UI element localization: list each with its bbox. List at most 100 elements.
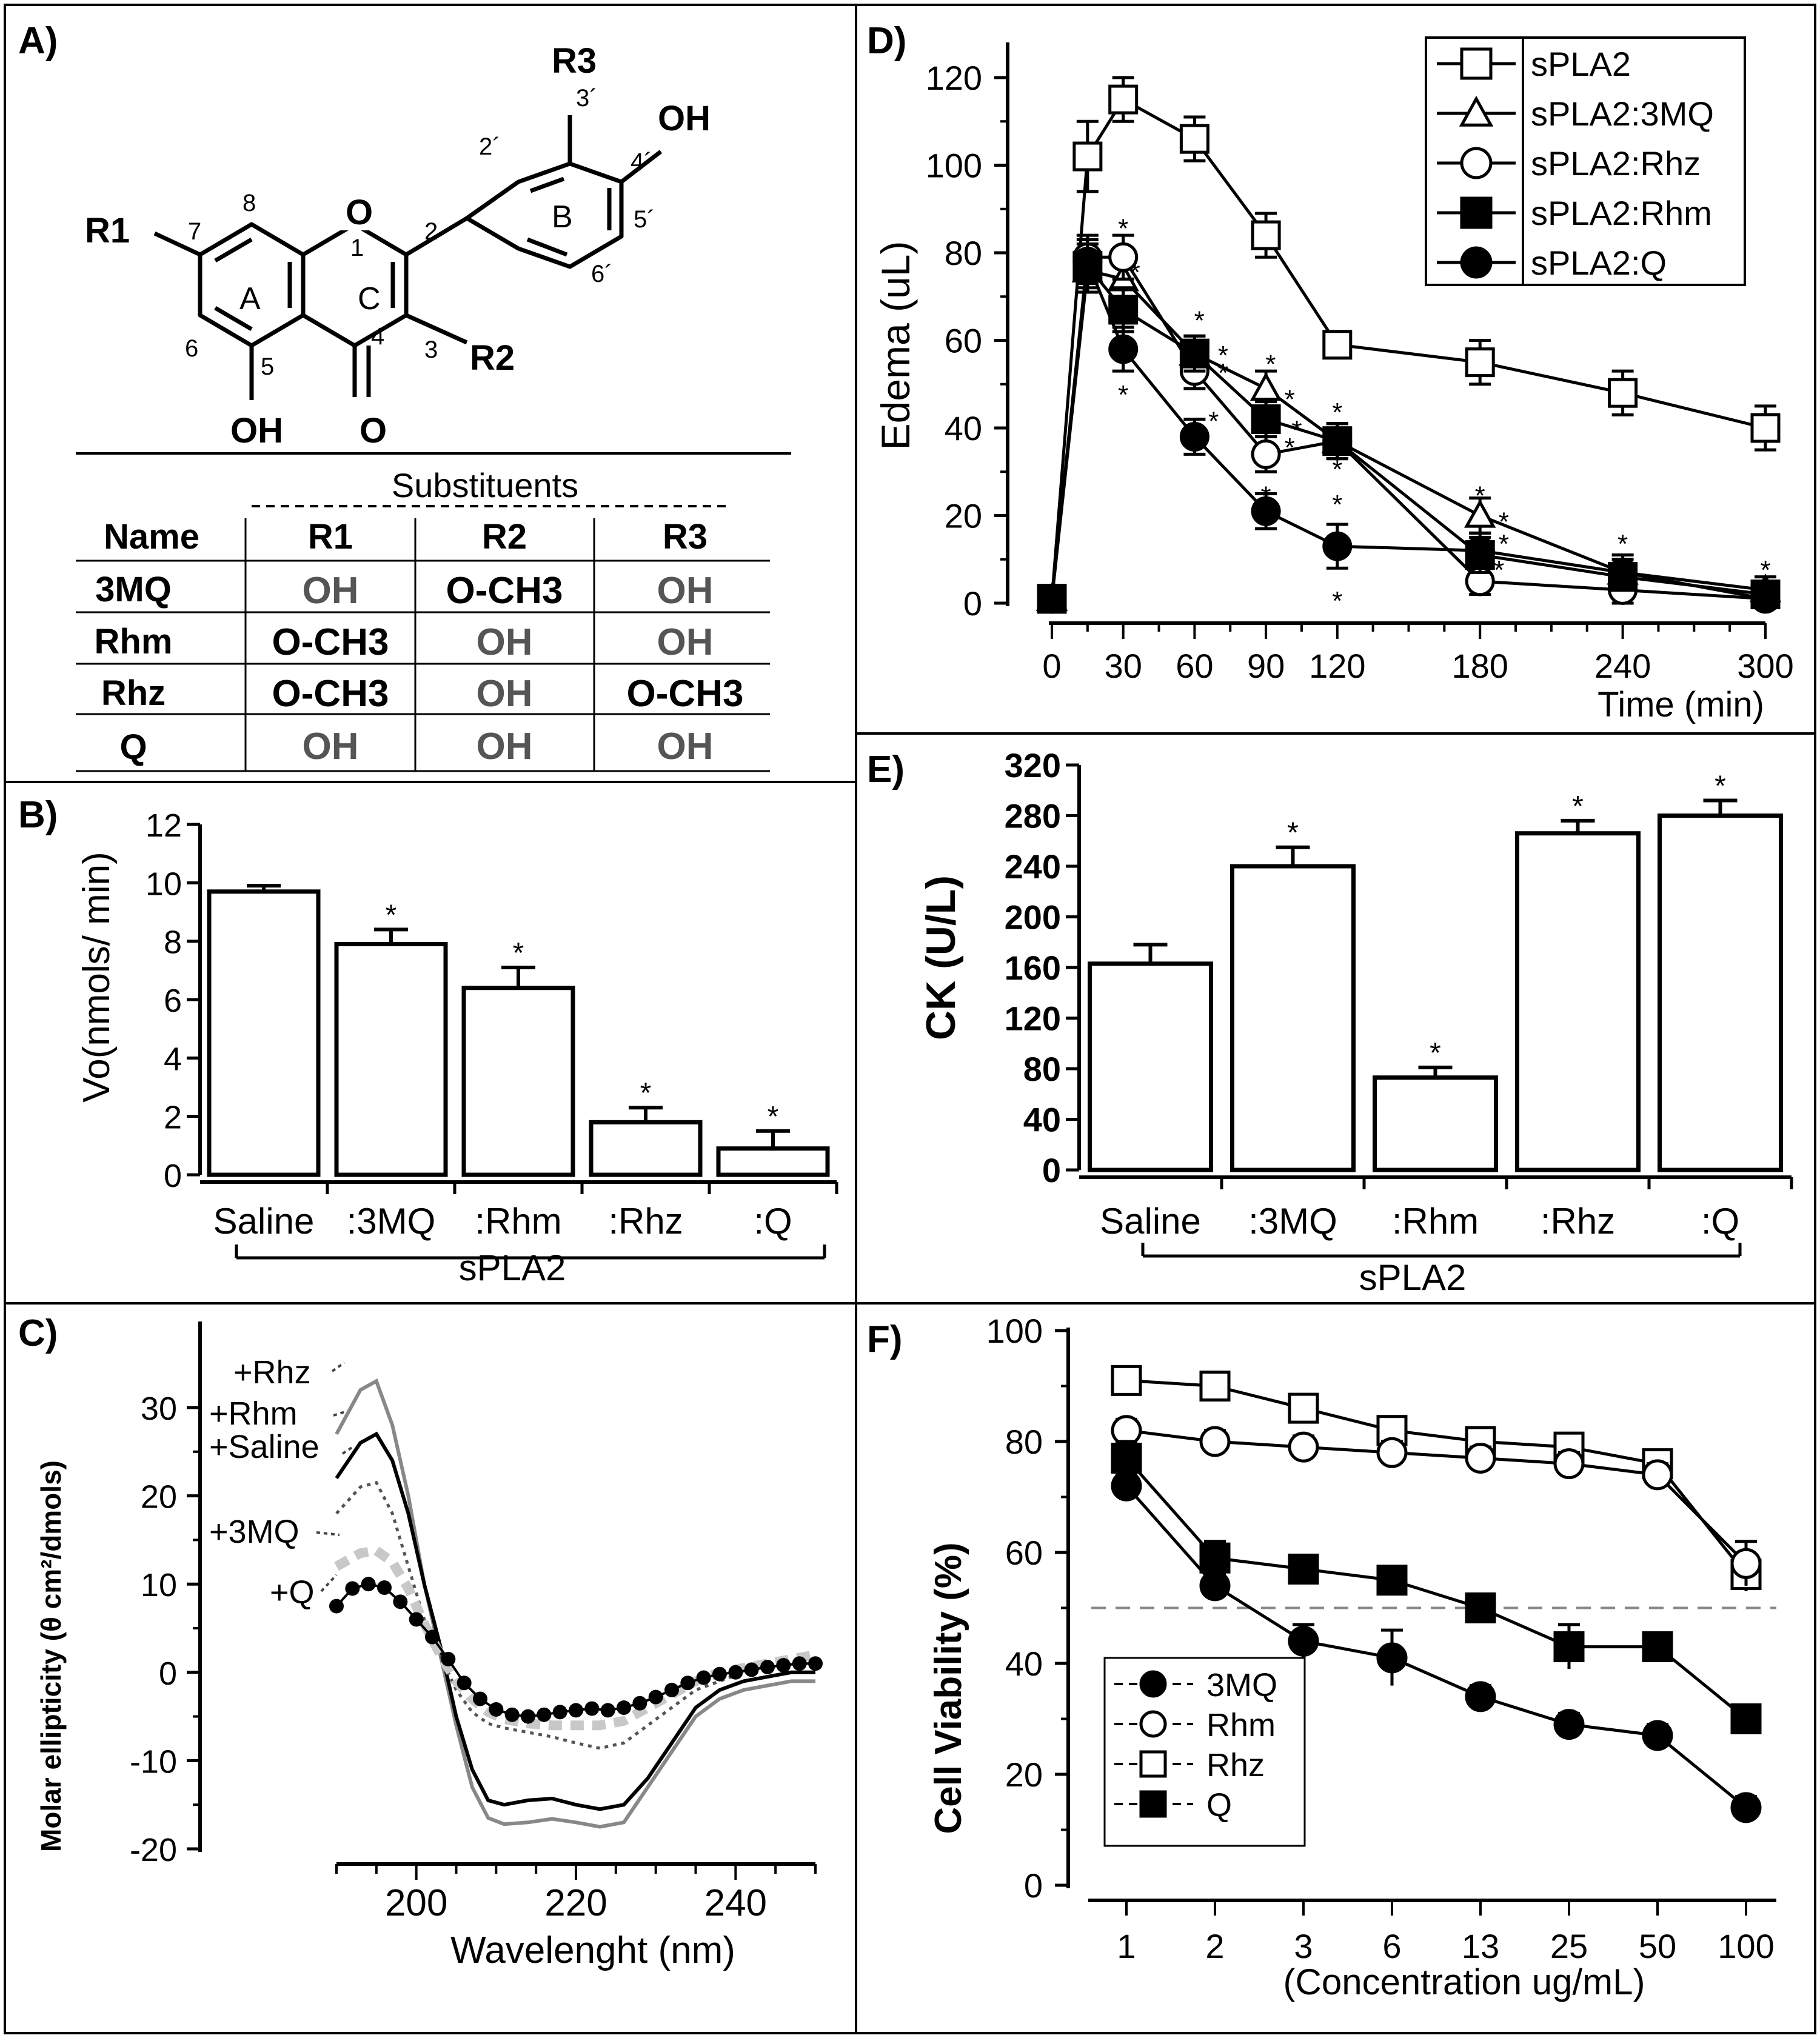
panel-f-series-q-point bbox=[1288, 1553, 1319, 1585]
panel-d-series-spla2-point bbox=[1251, 220, 1281, 250]
panel-c-ytick-label: 30 bbox=[141, 1391, 177, 1427]
num-3p: 3´ bbox=[576, 85, 598, 112]
panel-f-series-rhz-point bbox=[1288, 1392, 1319, 1424]
panel-d-series-spla2-rhm-point bbox=[1322, 426, 1353, 456]
panel-d-xlabel: Time (min) bbox=[1598, 685, 1764, 724]
row-q-r2: OH bbox=[477, 726, 533, 767]
panel-d-series-spla2-point bbox=[1750, 413, 1781, 443]
panel-c-xtick-label: 200 bbox=[385, 1882, 447, 1924]
panel-e: E) CK (U/L) sPLA2 0 40 80 120 160 200 240 280 32… bbox=[867, 746, 1793, 1298]
panel-c-xtick-label: 240 bbox=[704, 1882, 767, 1924]
panel-d-series-spla2-point bbox=[1322, 330, 1353, 360]
panel-c-series-q-point bbox=[600, 1703, 615, 1718]
panel-c-ytick-label: 20 bbox=[141, 1479, 177, 1515]
panel-f-ytick-label: 40 bbox=[1005, 1645, 1043, 1683]
panel-d-significance: * bbox=[1494, 555, 1504, 585]
num-2p: 2´ bbox=[479, 133, 501, 160]
panel-f-series-q-point bbox=[1642, 1631, 1673, 1663]
panel-f: F) Cell Viability (%) (Concentration ug/… bbox=[867, 1312, 1776, 2002]
panel-f-xtick-label: 13 bbox=[1462, 1927, 1499, 1965]
panel-c-series-q-point bbox=[425, 1629, 440, 1645]
panel-e-ytick-label: 0 bbox=[1042, 1151, 1061, 1189]
panel-c-series-q-point bbox=[504, 1707, 520, 1722]
panel-c-label-saline-leader bbox=[341, 1445, 356, 1455]
panel-e-category-label: :Q bbox=[1701, 1201, 1739, 1241]
panel-f-ytick-label: 20 bbox=[1005, 1756, 1043, 1794]
panel-b-significance: * bbox=[386, 899, 397, 931]
panel-d-series-spla2-point bbox=[1179, 124, 1209, 154]
panel-d-significance: * bbox=[1194, 306, 1205, 335]
panel-f-series-3mq-point bbox=[1642, 1720, 1673, 1751]
panel-d-series-spla2-point bbox=[1465, 347, 1495, 378]
panel-f-series-3mq-point bbox=[1730, 1792, 1762, 1823]
row-3mq-r2: O-CH3 bbox=[446, 570, 563, 612]
panel-c-series-q-point bbox=[329, 1599, 344, 1614]
panel-f-xtick-label: 6 bbox=[1382, 1927, 1401, 1965]
panel-b-bar bbox=[589, 1120, 703, 1177]
row-3mq-r1: OH bbox=[303, 570, 359, 612]
panel-c-series-q-point bbox=[648, 1689, 663, 1705]
panel-c-series-q-point bbox=[521, 1709, 535, 1724]
panel-f-series-3mq-point bbox=[1111, 1470, 1142, 1502]
panel-d-series-spla2-q-point bbox=[1037, 584, 1067, 614]
col-r3: R3 bbox=[663, 517, 708, 556]
row-rhz-name: Rhz bbox=[101, 673, 166, 713]
panel-e-significance: * bbox=[1715, 770, 1726, 802]
panel-f-series-rhm-point bbox=[1465, 1442, 1496, 1474]
panel-d-series-spla2-q-point bbox=[1251, 496, 1281, 526]
row-q-r3: OH bbox=[657, 726, 714, 767]
panel-c-label-rhz: +Rhz bbox=[233, 1354, 311, 1391]
panel-f-xlabel: (Concentration ug/mL) bbox=[1283, 1962, 1645, 2002]
panel-e-ytick-label: 80 bbox=[1023, 1050, 1061, 1088]
panel-d-series-spla2-q-point bbox=[1750, 584, 1781, 614]
panel-c-series-q-point bbox=[409, 1612, 424, 1627]
panel-e-ytick-label: 320 bbox=[1005, 746, 1061, 784]
panel-f-series-rhz-point bbox=[1111, 1365, 1142, 1396]
panel-e-bar bbox=[1658, 814, 1783, 1172]
panel-f-legend-box bbox=[1103, 1657, 1306, 1847]
panel-f-legend-rhm-marker bbox=[1139, 1710, 1167, 1738]
num-1: 1 bbox=[350, 235, 364, 261]
panel-e-category-label: :Rhz bbox=[1541, 1201, 1615, 1241]
panel-c-xtick-label: 220 bbox=[544, 1882, 607, 1924]
panel-b-category-label: :Q bbox=[754, 1201, 792, 1241]
panel-e-category-label: :Rhm bbox=[1392, 1201, 1479, 1241]
panel-c-series-q-point bbox=[537, 1707, 552, 1722]
panel-d-series-spla2-q-point bbox=[1608, 557, 1638, 587]
panel-b-significance: * bbox=[768, 1101, 779, 1133]
row-rhm-name: Rhm bbox=[95, 622, 173, 661]
panel-f-xtick-label: 3 bbox=[1294, 1927, 1313, 1965]
panel-e-ylabel: CK (U/L) bbox=[918, 875, 964, 1040]
panel-c-series-q-point bbox=[489, 1702, 504, 1717]
label-oh-top: OH bbox=[658, 99, 711, 138]
panel-b-category-label: :Rhz bbox=[608, 1201, 683, 1241]
panel-e-plot: 0 40 80 120 160 200 240 280 320 Saline *:3MQ *:Rhm *… bbox=[1005, 746, 1793, 1258]
panel-f-legend-rhz-marker bbox=[1139, 1750, 1167, 1778]
panel-d-series-spla2-point bbox=[1608, 378, 1638, 408]
panel-f-series-3mq-point bbox=[1465, 1681, 1496, 1712]
panel-d-xtick-label: 300 bbox=[1737, 647, 1793, 685]
panel-c-series-q-point bbox=[441, 1651, 456, 1666]
panel-c-label-q: +Q bbox=[270, 1574, 315, 1611]
panel-c-series-3mq-line bbox=[334, 1545, 817, 1731]
panel-b-plot: 0 2 4 6 8 10 12 Saline *:3MQ *:Rhm *:Rhz *:Q bbox=[146, 807, 838, 1260]
panel-b-significance: * bbox=[513, 937, 524, 969]
panel-b-significance: * bbox=[640, 1077, 652, 1109]
panel-b-ytick-label: 6 bbox=[164, 983, 182, 1019]
row-rhm-r3: OH bbox=[657, 621, 714, 663]
panel-c-ytick-label: -10 bbox=[130, 1743, 177, 1780]
panel-f-series-rhm-point bbox=[1642, 1459, 1673, 1491]
panel-c-label-3mq: +3MQ bbox=[209, 1514, 299, 1550]
panel-c-series-q-point bbox=[632, 1696, 647, 1711]
panel-c-series-q-point bbox=[617, 1700, 631, 1716]
panel-b-group-label: sPLA2 bbox=[459, 1248, 566, 1288]
panel-f-ytick-label: 100 bbox=[986, 1312, 1043, 1350]
panel-f-series-3mq-point bbox=[1553, 1709, 1585, 1740]
panel-a-label: A) bbox=[18, 20, 58, 62]
panel-d-label: D) bbox=[867, 20, 906, 62]
panel-c-series-q-line bbox=[335, 1583, 815, 1718]
panel-e-bar bbox=[1373, 1075, 1498, 1172]
panel-d-legend-spla2-q-text: sPLA2:Q bbox=[1531, 244, 1667, 282]
panel-e-category-label: Saline bbox=[1100, 1201, 1201, 1241]
